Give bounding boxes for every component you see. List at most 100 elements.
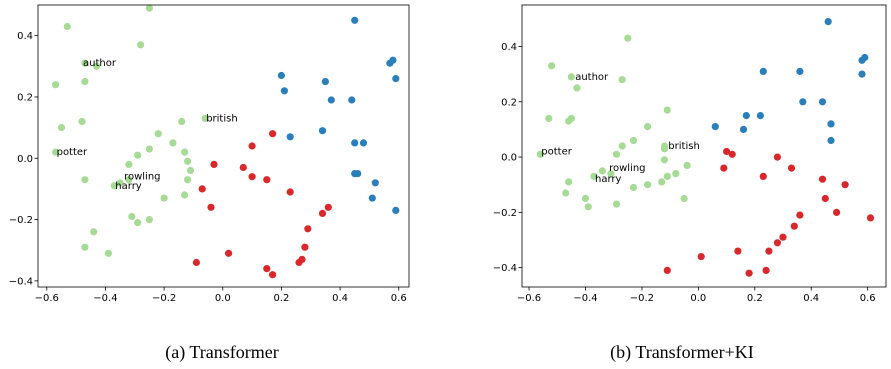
point-blue-3 bbox=[858, 70, 866, 78]
y-tick-label: 0.0 bbox=[501, 153, 517, 164]
point-blue-14 bbox=[351, 170, 359, 178]
x-tick-label: −0.6 bbox=[35, 293, 59, 304]
point-light-4 bbox=[81, 59, 89, 67]
point-red-6 bbox=[818, 175, 827, 183]
point-light-22 bbox=[184, 157, 192, 165]
point-light-26 bbox=[160, 194, 168, 202]
point-light-5 bbox=[545, 114, 553, 122]
x-tick-label: 0.4 bbox=[332, 293, 348, 304]
x-tick-label: −0.2 bbox=[630, 293, 654, 304]
word-label-rowling: rowling bbox=[124, 172, 160, 183]
point-red-2 bbox=[773, 153, 782, 161]
point-light-3 bbox=[618, 76, 626, 84]
point-red-3 bbox=[239, 163, 247, 172]
point-light-9 bbox=[644, 123, 652, 131]
point-light-1 bbox=[548, 62, 556, 70]
point-red-3 bbox=[720, 164, 728, 172]
point-light-23 bbox=[658, 178, 666, 186]
point-light-18 bbox=[178, 117, 186, 126]
point-light-13 bbox=[52, 148, 60, 156]
point-red-5 bbox=[263, 176, 271, 184]
point-blue-11 bbox=[711, 123, 719, 131]
point-red-16 bbox=[192, 258, 200, 267]
point-light-11 bbox=[618, 142, 626, 150]
point-light-29 bbox=[145, 216, 153, 224]
point-blue-0 bbox=[351, 16, 359, 24]
point-red-8 bbox=[324, 203, 332, 211]
point-red-18 bbox=[762, 266, 770, 274]
point-light-32 bbox=[104, 249, 112, 257]
point-light-8 bbox=[78, 117, 86, 126]
point-light-31 bbox=[81, 243, 89, 251]
point-light-21 bbox=[663, 172, 671, 180]
point-light-15 bbox=[116, 179, 124, 187]
point-light-24 bbox=[644, 181, 652, 189]
point-red-20 bbox=[745, 269, 753, 277]
point-light-3 bbox=[52, 81, 60, 89]
point-red-16 bbox=[765, 247, 773, 255]
point-light-17 bbox=[598, 167, 607, 175]
point-red-10 bbox=[318, 209, 327, 217]
point-red-13 bbox=[225, 249, 233, 257]
point-light-22 bbox=[683, 161, 691, 169]
point-red-1 bbox=[248, 142, 256, 150]
point-light-0 bbox=[624, 34, 632, 42]
point-red-0 bbox=[269, 130, 277, 138]
word-label-author: author bbox=[575, 72, 609, 83]
point-red-1 bbox=[728, 150, 736, 158]
point-red-6 bbox=[198, 185, 206, 193]
point-blue-8 bbox=[327, 96, 335, 104]
point-red-7 bbox=[286, 188, 294, 196]
x-tick-label: −0.4 bbox=[93, 293, 117, 304]
point-blue-12 bbox=[739, 125, 748, 133]
point-blue-4 bbox=[277, 71, 285, 80]
point-blue-5 bbox=[321, 78, 329, 86]
point-light-7 bbox=[57, 124, 66, 132]
point-light-13 bbox=[536, 150, 544, 158]
point-blue-7 bbox=[818, 98, 827, 106]
point-blue-10 bbox=[827, 120, 835, 128]
point-light-1 bbox=[145, 4, 153, 12]
y-tick-label: −0.4 bbox=[493, 263, 517, 274]
point-red-7 bbox=[841, 181, 849, 189]
y-tick-label: 0.2 bbox=[17, 92, 33, 103]
point-blue-2 bbox=[858, 56, 866, 64]
y-tick-label: 0.4 bbox=[501, 42, 517, 53]
point-light-18 bbox=[590, 172, 598, 180]
point-blue-8 bbox=[742, 112, 750, 120]
point-light-27 bbox=[128, 212, 136, 221]
caption-a: (a) Transformer bbox=[165, 342, 278, 363]
y-tick-label: 0.0 bbox=[17, 154, 33, 165]
point-light-9 bbox=[154, 130, 162, 138]
point-red-18 bbox=[269, 271, 277, 279]
point-red-11 bbox=[304, 225, 312, 233]
point-light-0 bbox=[63, 22, 71, 31]
word-label-british: british bbox=[206, 113, 237, 124]
point-blue-4 bbox=[759, 67, 767, 75]
word-label-rowling: rowling bbox=[609, 163, 645, 174]
point-red-11 bbox=[790, 222, 798, 230]
point-light-8 bbox=[663, 106, 671, 114]
point-red-17 bbox=[263, 265, 271, 273]
y-tick-label: 0.2 bbox=[501, 97, 517, 108]
point-light-20 bbox=[169, 139, 177, 147]
point-blue-2 bbox=[386, 59, 394, 67]
point-light-29 bbox=[584, 203, 592, 211]
point-blue-10 bbox=[286, 133, 294, 141]
point-red-5 bbox=[759, 172, 767, 180]
point-red-12 bbox=[866, 214, 875, 222]
point-light-16 bbox=[660, 156, 669, 164]
point-light-16 bbox=[110, 182, 118, 190]
point-light-15 bbox=[660, 145, 669, 153]
point-red-13 bbox=[779, 233, 787, 241]
point-light-10 bbox=[145, 145, 153, 153]
point-red-15 bbox=[734, 247, 742, 255]
point-red-10 bbox=[796, 211, 804, 219]
point-light-12 bbox=[125, 160, 133, 168]
point-light-28 bbox=[134, 219, 142, 227]
point-blue-5 bbox=[796, 67, 804, 75]
x-tick-label: 0.0 bbox=[690, 293, 706, 304]
point-light-5 bbox=[93, 62, 101, 70]
point-blue-16 bbox=[368, 194, 376, 202]
